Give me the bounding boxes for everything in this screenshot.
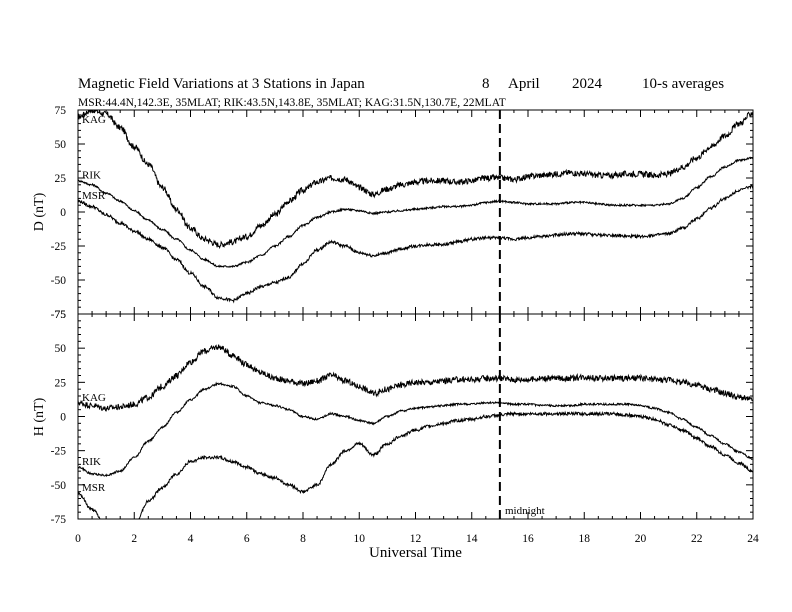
date-day: 8 <box>482 76 490 92</box>
h-ytick-label: -50 <box>51 480 67 492</box>
chart-title: Magnetic Field Variations at 3 Stations … <box>78 76 365 92</box>
date-month: April <box>508 76 540 92</box>
xtick-label: 4 <box>188 533 194 545</box>
d-series-label-kag: KAG <box>82 114 106 126</box>
h-ytick-label: -75 <box>51 514 67 526</box>
header: Magnetic Field Variations at 3 Stations … <box>78 76 724 109</box>
h-ytick-label: 50 <box>55 343 67 355</box>
h-ytick-label: 25 <box>55 377 67 389</box>
h-ytick-label: 0 <box>60 412 66 424</box>
d-series-rik <box>78 156 753 269</box>
averaging-label: 10-s averages <box>642 76 724 92</box>
h-y-axis-label: H (nT) <box>32 397 47 436</box>
stations-subtitle: MSR:44.4N,142.3E, 35MLAT; RIK:43.5N,143.… <box>78 97 506 109</box>
d-ytick-label: 75 <box>55 105 67 117</box>
d-y-axis-label: D (nT) <box>32 192 47 231</box>
h-ytick-label: -25 <box>51 446 67 458</box>
xtick-label: 22 <box>691 533 703 545</box>
xtick-label: 2 <box>131 533 137 545</box>
xtick-label: 6 <box>244 533 250 545</box>
date-year: 2024 <box>572 76 603 92</box>
h-series-label-msr: MSR <box>82 482 106 494</box>
d-ytick-label: 25 <box>55 173 67 185</box>
d-series-label-msr: MSR <box>82 190 106 202</box>
xtick-label: 0 <box>75 533 81 545</box>
d-series-label-rik: RIK <box>82 170 101 182</box>
xtick-label: 12 <box>410 533 422 545</box>
d-component-panel: 75 50 25 0 -25 -50 -75 D (nT) KAG RIK MSR <box>32 105 754 321</box>
h-series-label-kag: KAG <box>82 392 106 404</box>
d-ytick-label: -50 <box>51 275 67 287</box>
midnight-annotation: midnight <box>505 505 545 517</box>
xtick-label: 16 <box>522 533 534 545</box>
x-axis-label: Universal Time <box>369 545 462 561</box>
d-series-msr <box>78 183 753 304</box>
h-series-msr <box>78 410 753 519</box>
xtick-label: 14 <box>466 533 478 545</box>
d-ytick-label: -25 <box>51 241 67 253</box>
h-series-label-rik: RIK <box>82 456 101 468</box>
d-ytick-label: -75 <box>51 309 67 321</box>
d-series-kag <box>78 110 753 250</box>
h-panel-frame <box>77 313 754 520</box>
d-ytick-label: 50 <box>55 139 67 151</box>
xtick-label: 18 <box>579 533 591 545</box>
d-ytick-label: 0 <box>60 207 66 219</box>
xtick-label: 8 <box>300 533 306 545</box>
xtick-label: 24 <box>747 533 759 545</box>
h-series-kag <box>78 344 753 412</box>
xtick-label: 20 <box>635 533 647 545</box>
xtick-label: 10 <box>354 533 366 545</box>
h-series-rik <box>78 381 753 478</box>
h-ytick-label: 75 <box>55 309 67 321</box>
